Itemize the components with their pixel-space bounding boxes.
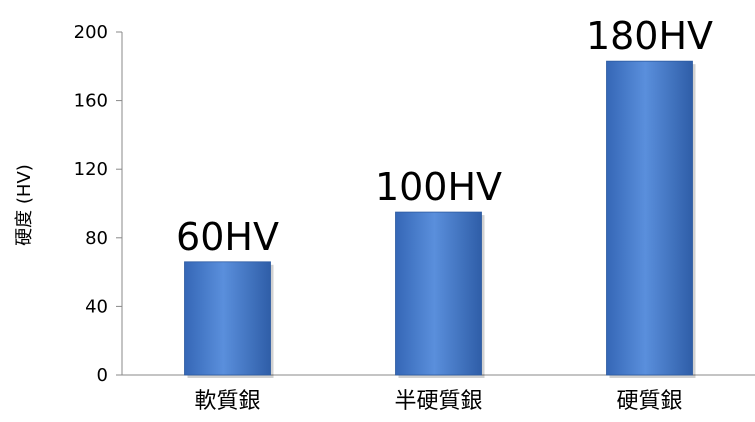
bar-1 xyxy=(184,261,271,376)
x-category-label: 軟質銀 xyxy=(194,389,260,414)
bar-2 xyxy=(395,211,482,376)
x-category-label: 半硬質銀 xyxy=(394,389,482,414)
bar-value-label: 60HV xyxy=(176,215,279,259)
bar-3 xyxy=(606,60,693,376)
bar-value-label: 180HV xyxy=(586,14,713,58)
y-axis-label: 硬度 (HV) xyxy=(14,164,35,246)
y-tick-label: 120 xyxy=(74,159,108,180)
y-tick-label: 160 xyxy=(74,91,108,112)
x-axis-labels: 軟質銀 半硬質銀 硬質銀 xyxy=(194,389,682,414)
y-tick-label: 40 xyxy=(85,296,108,317)
y-axis-ticks: 0 40 80 120 160 200 xyxy=(74,22,122,386)
bar-value-label: 100HV xyxy=(375,165,502,209)
data-labels-group: 60HV 100HV 180HV xyxy=(176,14,713,259)
x-category-label: 硬質銀 xyxy=(616,389,682,414)
y-tick-label: 80 xyxy=(85,228,108,249)
y-tick-label: 200 xyxy=(74,22,108,43)
bars-group xyxy=(184,60,696,378)
y-tick-label: 0 xyxy=(97,365,108,386)
